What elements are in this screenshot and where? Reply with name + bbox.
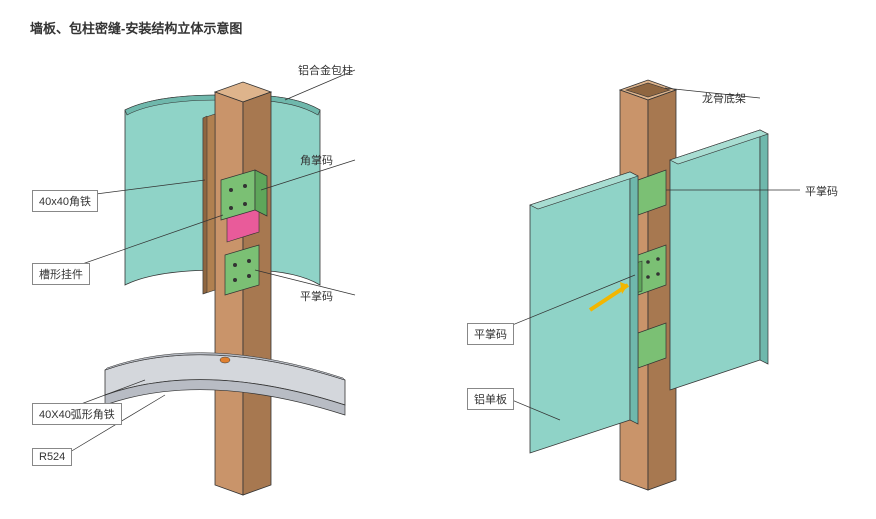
label-flat-bracket-r: 平掌码 xyxy=(805,183,838,199)
label-40x40-angle: 40x40角铁 xyxy=(32,190,98,212)
diagram-left xyxy=(55,60,435,500)
label-flat-bracket-l: 平掌码 xyxy=(467,323,514,345)
label-40x40-arc: 40X40弧形角铁 xyxy=(32,403,122,425)
label-aluminum-column: 铝合金包柱 xyxy=(298,62,353,78)
page-title: 墙板、包柱密缝-安装结构立体示意图 xyxy=(30,18,242,37)
label-angle-bracket: 角掌码 xyxy=(300,152,333,168)
label-r524: R524 xyxy=(32,448,72,466)
label-keel-frame: 龙骨底架 xyxy=(702,90,746,106)
diagram-right xyxy=(470,60,850,500)
label-aluminum-panel: 铝单板 xyxy=(467,388,514,410)
label-channel-hanger: 槽形挂件 xyxy=(32,263,90,285)
label-flat-bracket-left: 平掌码 xyxy=(300,288,333,304)
